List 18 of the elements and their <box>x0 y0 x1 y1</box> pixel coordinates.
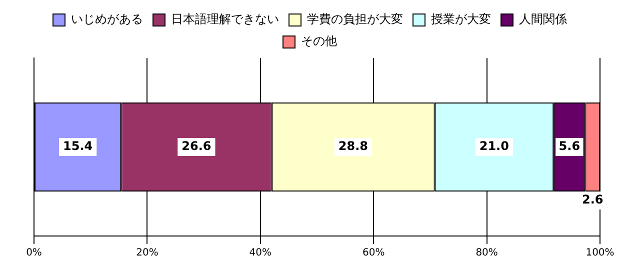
x-tick-label: 40% <box>249 248 272 259</box>
legend-label: 人間関係 <box>519 12 567 26</box>
data-label: 21.0 <box>479 139 509 154</box>
data-label: 26.6 <box>182 139 212 154</box>
x-tick-label: 0% <box>26 248 42 259</box>
x-tick-label: 100% <box>586 248 614 259</box>
data-label: 28.8 <box>338 139 368 154</box>
x-tick-label: 20% <box>136 248 158 259</box>
legend-label: 日本語理解できない <box>171 12 279 26</box>
data-label: 15.4 <box>63 139 93 154</box>
x-tick-label: 60% <box>362 248 385 259</box>
legend-label: 学費の負担が大変 <box>307 12 403 26</box>
legend-label: その他 <box>301 34 337 48</box>
data-label: 5.6 <box>558 139 580 154</box>
x-tick-label: 80% <box>476 248 498 259</box>
legend-label: いじめがある <box>71 12 143 26</box>
data-label: 2.6 <box>582 192 604 207</box>
legend-label: 授業が大変 <box>431 12 491 26</box>
